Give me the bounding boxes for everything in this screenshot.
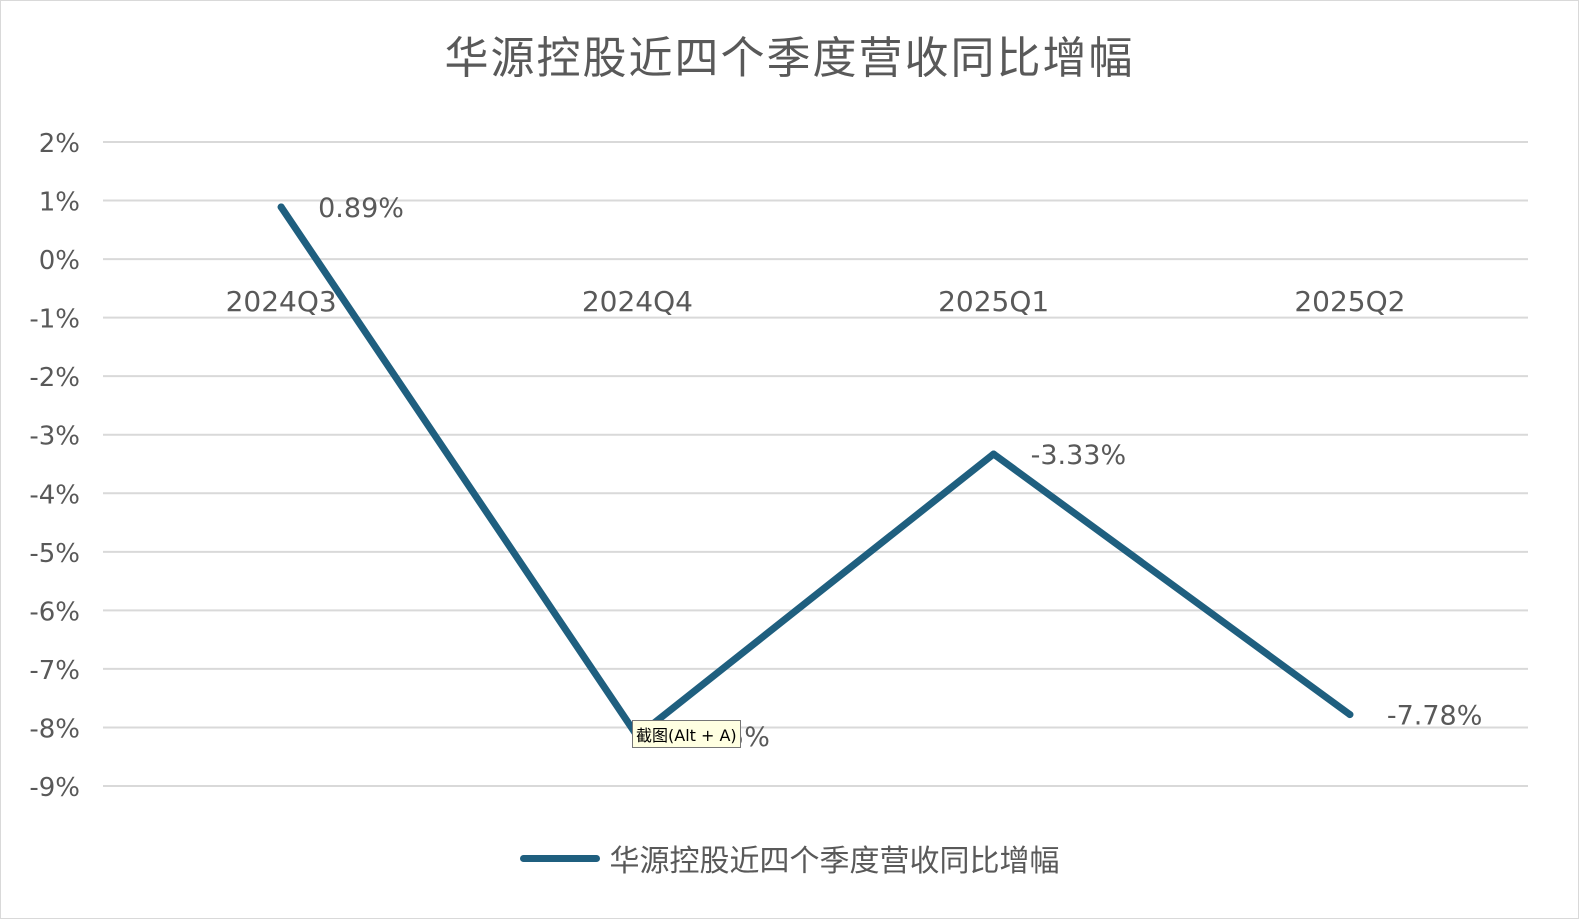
screenshot-tooltip: 截图(Alt + A) — [632, 720, 741, 748]
y-tick-label: -1% — [29, 305, 80, 335]
y-tick-label: -8% — [29, 714, 80, 744]
legend: 华源控股近四个季度营收同比增幅 — [0, 836, 1579, 880]
y-tick-label: -2% — [29, 363, 80, 393]
y-tick-label: -4% — [29, 480, 80, 510]
data-point — [1346, 711, 1354, 719]
x-tick-label: 2025Q2 — [1294, 285, 1405, 318]
x-tick-label: 2024Q3 — [226, 285, 337, 318]
x-tick-label: 2025Q1 — [938, 285, 1049, 318]
data-label: -3.33% — [1031, 440, 1127, 471]
y-tick-label: -7% — [29, 656, 80, 686]
y-tick-label: 1% — [39, 188, 80, 218]
chart-title: 华源控股近四个季度营收同比增幅 — [444, 33, 1135, 84]
y-tick-label: -6% — [29, 597, 80, 627]
data-label: 0.89% — [318, 193, 404, 224]
y-tick-label: -3% — [29, 422, 80, 452]
y-tick-label: -5% — [29, 539, 80, 569]
data-label: -7.78% — [1387, 701, 1483, 732]
data-point — [990, 450, 998, 458]
legend-swatch — [519, 854, 600, 862]
y-tick-label: 2% — [39, 129, 80, 159]
x-tick-label: 2024Q4 — [582, 285, 693, 318]
data-point — [277, 203, 285, 211]
y-tick-label: 0% — [39, 246, 80, 276]
series-line — [277, 203, 1354, 740]
legend-label: 华源控股近四个季度营收同比增幅 — [609, 844, 1060, 879]
y-tick-label: -9% — [29, 773, 80, 803]
